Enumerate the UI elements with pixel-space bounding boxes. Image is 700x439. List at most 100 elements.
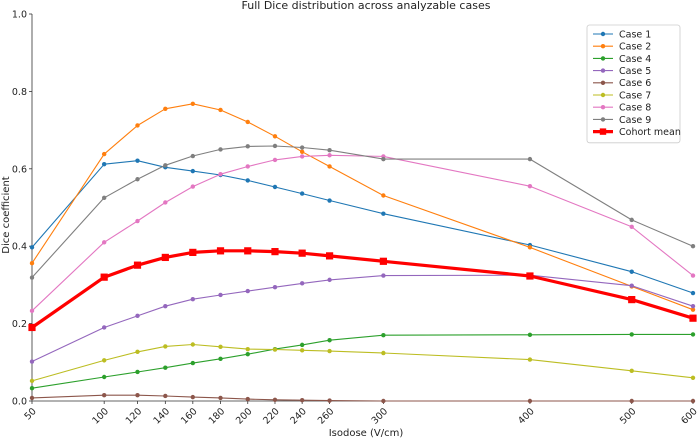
legend-item: Case 7 [593, 90, 651, 101]
series-case-6 [29, 392, 696, 404]
data-point [527, 184, 533, 189]
data-point [381, 398, 386, 404]
series-case-4 [29, 332, 696, 391]
data-point [690, 290, 696, 296]
data-point [135, 123, 140, 128]
data-point [379, 257, 387, 265]
data-point [189, 248, 197, 256]
series-line [31, 154, 694, 312]
data-point [381, 193, 386, 198]
data-point [190, 360, 196, 366]
series-case-8 [29, 153, 696, 314]
data-point [135, 158, 140, 163]
data-point [28, 323, 36, 332]
data-point [101, 240, 107, 245]
data-point [299, 191, 305, 196]
data-point [381, 333, 386, 338]
legend-label: Case 5 [619, 66, 651, 77]
data-point [629, 224, 634, 230]
data-point [690, 244, 696, 249]
data-point [245, 346, 250, 352]
data-point [135, 313, 140, 319]
series-layer [28, 101, 697, 404]
data-point [327, 153, 332, 158]
data-point [690, 307, 696, 312]
data-point [101, 374, 107, 380]
data-point [327, 338, 332, 343]
x-tick-label: 50 [22, 406, 38, 422]
legend-label: Case 7 [619, 90, 651, 101]
data-point [190, 101, 196, 106]
data-point [245, 164, 250, 169]
data-point [690, 273, 696, 278]
series-case-7 [29, 342, 696, 384]
data-point [100, 273, 108, 281]
series-line [31, 394, 693, 402]
data-point [29, 245, 35, 250]
data-point [527, 332, 533, 338]
data-point [190, 168, 196, 174]
y-tick-label: 0.2 [12, 319, 27, 330]
data-point [272, 397, 278, 403]
legend-item: Case 8 [593, 103, 651, 114]
data-point [163, 365, 168, 370]
y-tick-label: 0.4 [12, 242, 27, 253]
data-point [298, 249, 306, 257]
data-point [218, 292, 223, 298]
data-point [272, 143, 278, 149]
legend-marker [600, 117, 606, 122]
data-point [245, 178, 250, 183]
legend-marker [600, 56, 606, 61]
y-axis-title: Dice coefficient [1, 176, 12, 254]
data-point [163, 393, 168, 399]
data-point [271, 248, 279, 256]
data-point [190, 394, 196, 400]
data-point [101, 161, 107, 167]
data-point [690, 398, 696, 404]
data-point [527, 156, 533, 162]
legend-item: Case 2 [593, 42, 651, 53]
series-case-5 [29, 273, 696, 364]
x-axis-title: Isodose (V/cm) [329, 428, 404, 439]
data-point [526, 272, 534, 280]
x-tick-label: 160 [179, 406, 200, 427]
data-point [381, 273, 386, 278]
data-point [299, 149, 305, 154]
data-point [327, 348, 332, 354]
data-point [629, 283, 634, 288]
data-point [218, 107, 223, 113]
data-point [327, 164, 332, 169]
data-point [135, 369, 140, 375]
data-point [163, 200, 168, 205]
data-point [29, 275, 35, 280]
data-point [299, 342, 305, 348]
legend-label: Cohort mean [619, 127, 681, 138]
data-point [299, 398, 305, 403]
x-tick-label: 260 [316, 406, 337, 427]
x-tick-label: 400 [516, 406, 537, 427]
legend-item: Case 6 [593, 78, 651, 89]
data-point [245, 396, 250, 402]
data-point [101, 195, 107, 201]
legend-item: Case 5 [593, 66, 651, 77]
legend-item: Cohort mean [593, 127, 681, 138]
data-point [161, 253, 169, 262]
series-line [31, 333, 693, 389]
data-point [29, 378, 35, 384]
x-tick-label: 140 [152, 406, 173, 427]
y-tick-label: 0.0 [12, 397, 27, 408]
legend-marker [600, 68, 606, 73]
data-point [163, 344, 168, 349]
legend-marker [600, 31, 606, 37]
x-tick-label: 100 [90, 406, 111, 427]
data-point [629, 368, 634, 374]
data-point [101, 151, 107, 157]
data-point [218, 344, 223, 350]
data-point [218, 147, 223, 152]
x-tick-label: 120 [124, 406, 145, 427]
data-point [135, 392, 140, 398]
data-point [527, 357, 533, 362]
chart-title: Full Dice distribution across analyzable… [242, 0, 491, 12]
